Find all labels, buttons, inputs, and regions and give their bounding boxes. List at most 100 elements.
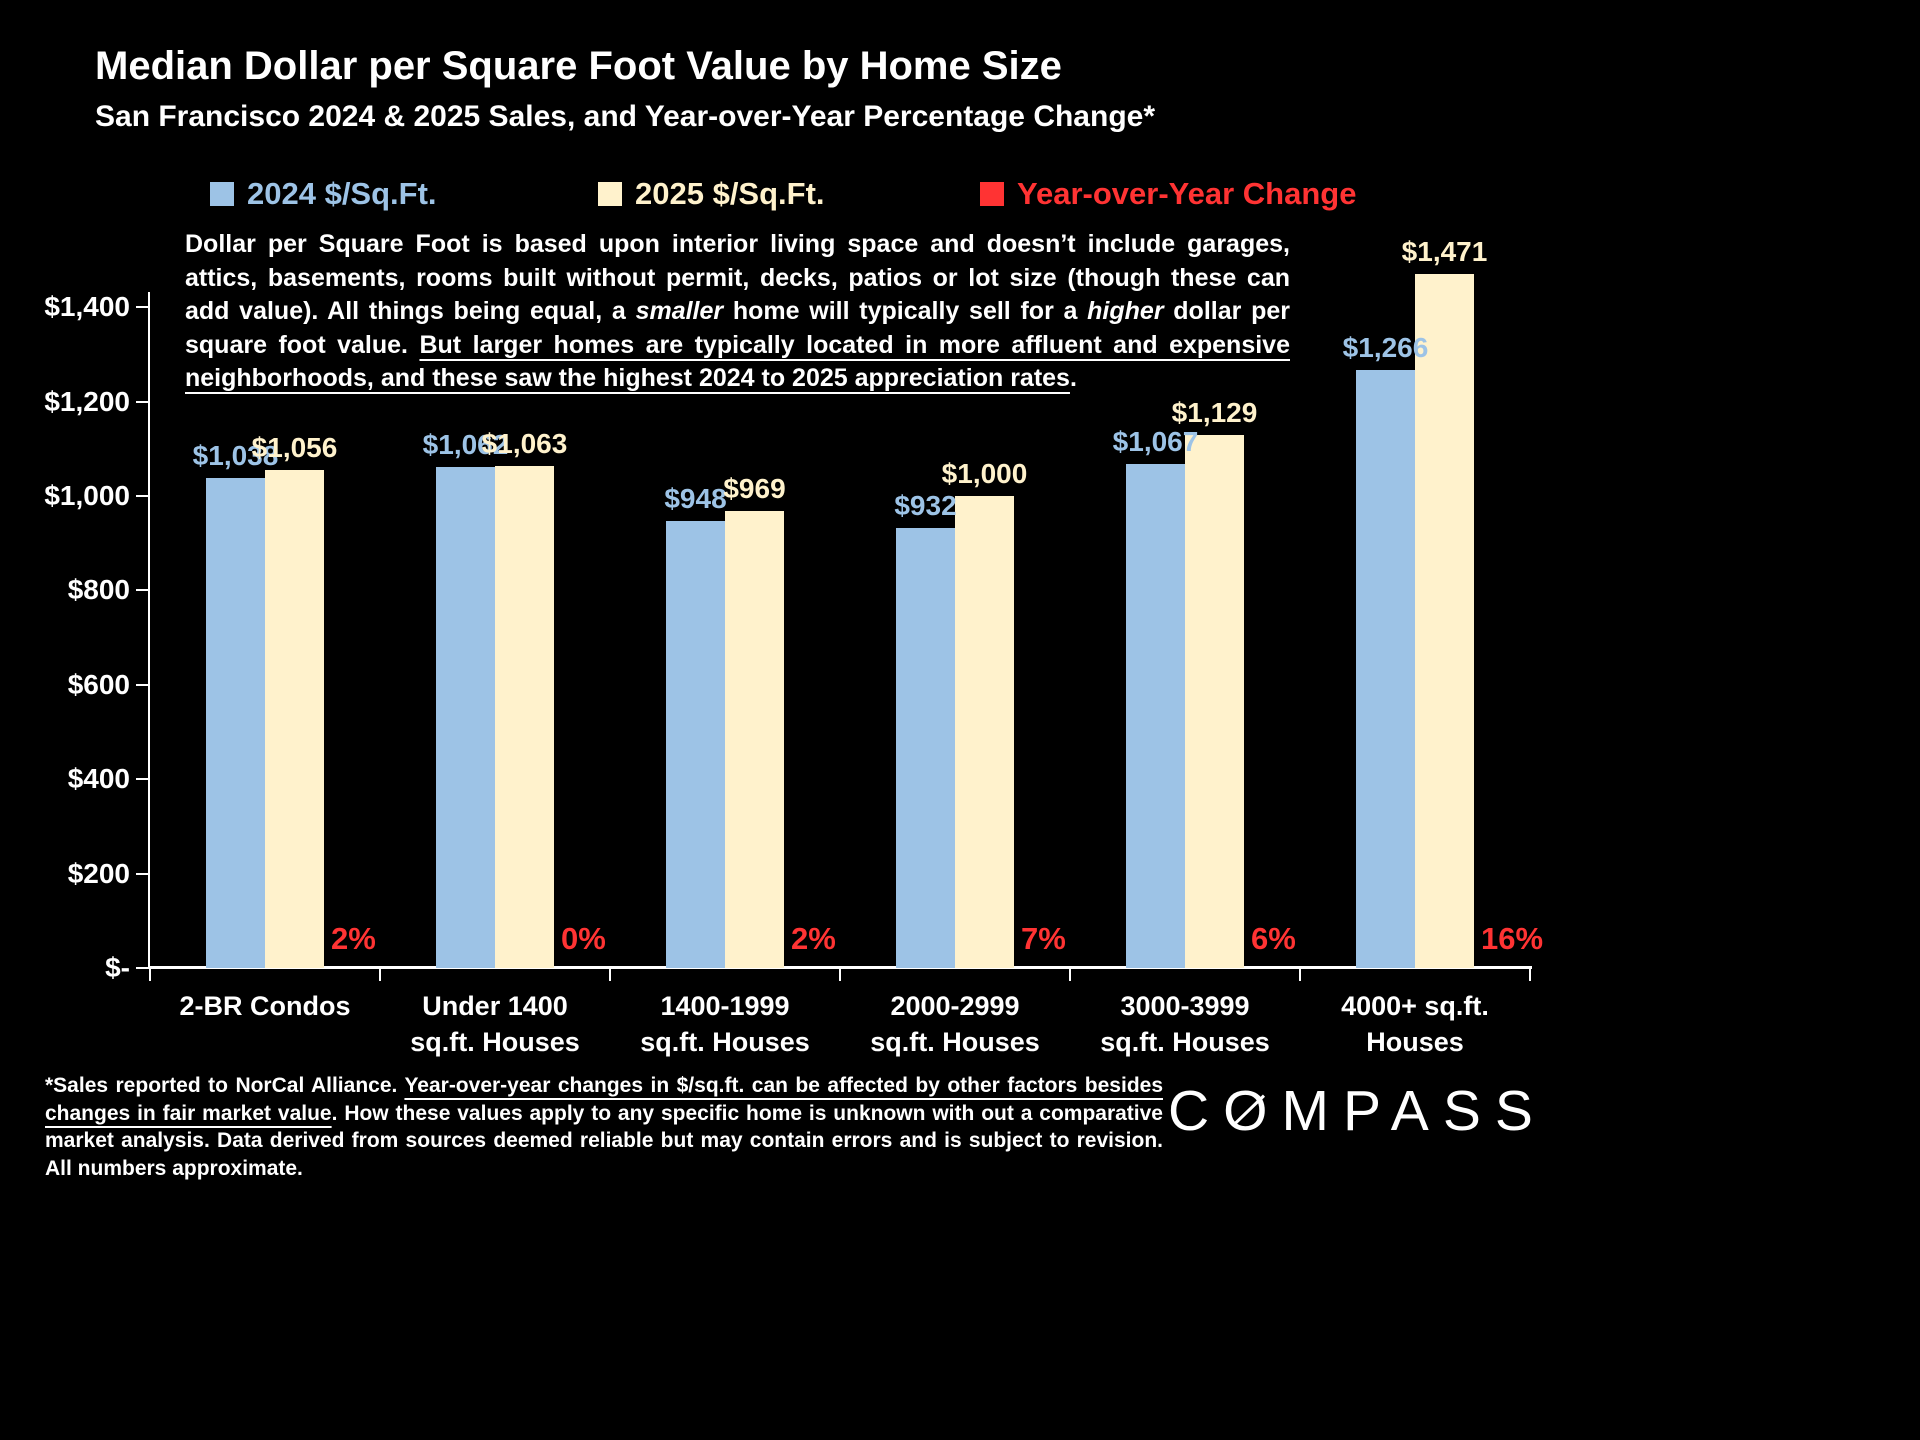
y-axis-tick-mark — [136, 306, 149, 309]
logo-letter: M — [1281, 1079, 1343, 1143]
bar-2024 — [206, 478, 265, 968]
yoy-change-label: 16% — [1481, 921, 1544, 956]
legend-swatch-yoy — [980, 182, 1004, 206]
x-axis-category-label: 2000-2999 sq.ft. Houses — [870, 988, 1040, 1060]
bar-2025 — [1185, 435, 1244, 968]
yoy-change-label: 6% — [1251, 921, 1296, 956]
compass-needle-o-icon: O — [1223, 1079, 1282, 1143]
value-label-2025: $1,000 — [941, 458, 1028, 489]
y-axis-line — [148, 292, 150, 968]
value-label-2024: $948 — [664, 482, 727, 514]
y-axis-tick-mark — [136, 872, 149, 875]
y-axis-tick-label: $1,000 — [44, 480, 130, 511]
bar-2025 — [495, 466, 554, 968]
text-segment: *Sales reported to NorCal Alliance. — [45, 1074, 405, 1097]
text-segment: dollar per square foot value. — [185, 297, 1290, 359]
value-label-2024: $1,038 — [192, 440, 279, 472]
x-axis-tick-mark — [609, 969, 611, 981]
bar-2025 — [265, 469, 324, 968]
x-axis-category-label: Under 1400 sq.ft. Houses — [410, 988, 580, 1060]
x-axis-tick-mark — [379, 969, 381, 981]
page-subtitle: San Francisco 2024 & 2025 Sales, and Yea… — [95, 100, 1156, 133]
text-segment: home will typically sell for a — [723, 297, 1088, 325]
legend-label-2025: 2025 $/Sq.Ft. — [635, 176, 825, 211]
yoy-change-label: 2% — [331, 921, 376, 956]
x-axis-tick-mark — [1299, 969, 1301, 981]
x-axis-category-line: 4000+ sq.ft. — [1341, 991, 1489, 1021]
value-label-2024: $1,062 — [422, 428, 509, 460]
x-axis-category-line: Under 1400 — [422, 991, 568, 1021]
bar-2024 — [896, 528, 955, 968]
bar-2024 — [1126, 464, 1185, 968]
value-label-2024: $1,266 — [1342, 332, 1429, 364]
footnote-text: *Sales reported to NorCal Alliance. Year… — [45, 1072, 1163, 1182]
x-axis-category-line: 2-BR Condos — [179, 991, 351, 1021]
legend-swatch-2024 — [210, 182, 234, 206]
x-axis-category-line: 2000-2999 — [890, 991, 1020, 1021]
x-axis-category-label: 4000+ sq.ft. Houses — [1341, 988, 1489, 1060]
x-axis-tick-mark — [839, 969, 841, 981]
compass-logo: COMPASS — [1168, 1078, 1547, 1144]
x-axis-category-line: 3000-3999 — [1120, 991, 1250, 1021]
logo-letter: S — [1494, 1079, 1547, 1143]
value-label-2025: $1,056 — [251, 431, 338, 463]
bar-2024 — [1356, 370, 1415, 968]
value-label-2024: $1,067 — [1112, 426, 1199, 458]
x-axis-line — [148, 966, 1532, 969]
x-axis-category-line: 1400-1999 — [660, 991, 790, 1021]
value-label-2025: $969 — [723, 472, 786, 504]
y-axis-tick-label: $200 — [67, 857, 130, 889]
legend-item-yoy: Year-over-Year Change — [980, 176, 1356, 212]
y-axis-tick-mark — [136, 778, 149, 781]
y-axis-tick-label: $600 — [67, 668, 130, 700]
x-axis-tick-mark — [149, 969, 151, 981]
value-label-2025: $1,063 — [481, 428, 568, 460]
bar-2024 — [436, 466, 495, 968]
x-axis-tick-mark — [1529, 969, 1531, 981]
logo-letter: P — [1343, 1079, 1391, 1143]
text-segment: higher — [1087, 297, 1164, 325]
y-axis-tick-label: $400 — [67, 763, 130, 795]
y-axis-tick-label: $1,200 — [44, 385, 130, 417]
x-axis-category-label: 2-BR Condos — [180, 988, 351, 1024]
y-axis-tick-label: $800 — [67, 574, 130, 606]
x-axis-category-line: sq.ft. Houses — [640, 1027, 810, 1057]
bar-2025 — [955, 496, 1014, 968]
logo-letter: S — [1442, 1079, 1495, 1143]
x-axis-tick-mark — [1069, 969, 1071, 981]
y-axis-tick-mark — [136, 495, 149, 497]
text-segment: Year-over-year changes in $/sq.ft. can b… — [45, 1074, 1163, 1125]
value-label-2025: $1,471 — [1401, 235, 1488, 267]
annotation-text: Dollar per Square Foot is based upon int… — [185, 228, 1290, 396]
x-axis-category-label: 3000-3999 sq.ft. Houses — [1100, 988, 1270, 1060]
legend-swatch-2025 — [598, 182, 622, 206]
value-label-2025: $1,129 — [1171, 397, 1258, 429]
y-axis-tick-mark — [136, 400, 149, 403]
y-axis-tick-mark — [136, 683, 149, 686]
x-axis-category-line: sq.ft. Houses — [410, 1027, 580, 1057]
x-axis-category-line: sq.ft. Houses — [1100, 1027, 1270, 1057]
legend-label-yoy: Year-over-Year Change — [1017, 176, 1357, 211]
text-segment: . How these values apply to any specific… — [45, 1101, 1163, 1180]
yoy-change-label: 7% — [1021, 921, 1066, 956]
x-axis-category-line: Houses — [1366, 1027, 1464, 1057]
y-axis-tick-label: $- — [105, 952, 130, 983]
legend-item-2025: 2025 $/Sq.Ft. — [598, 176, 825, 212]
x-axis-category-label: 1400-1999 sq.ft. Houses — [640, 988, 810, 1060]
y-axis-tick-mark — [136, 589, 149, 592]
yoy-change-label: 0% — [561, 921, 606, 956]
legend-label-2024: 2024 $/Sq.Ft. — [247, 176, 437, 211]
y-axis-tick-mark — [136, 967, 149, 969]
bar-2025 — [1415, 273, 1474, 968]
logo-letter: C — [1168, 1079, 1224, 1143]
text-segment: Dollar per Square Foot is based upon int… — [185, 230, 1290, 325]
page-title: Median Dollar per Square Foot Value by H… — [95, 44, 1062, 88]
yoy-change-label: 2% — [791, 921, 836, 956]
bar-2025 — [725, 510, 784, 968]
value-label-2024: $932 — [894, 490, 957, 522]
logo-letter: A — [1390, 1079, 1443, 1143]
y-axis-tick-label: $1,400 — [44, 291, 130, 323]
text-segment: smaller — [635, 297, 724, 325]
x-axis-category-line: sq.ft. Houses — [870, 1027, 1040, 1057]
